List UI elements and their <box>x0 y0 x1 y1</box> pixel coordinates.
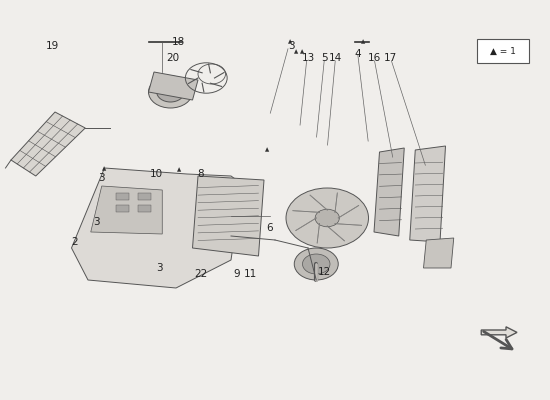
Text: 3: 3 <box>93 217 100 227</box>
Text: 20: 20 <box>167 53 180 63</box>
Text: 9: 9 <box>233 269 240 279</box>
Text: 2: 2 <box>71 237 78 247</box>
Text: ▲: ▲ <box>300 50 305 54</box>
Bar <box>138 193 151 200</box>
Polygon shape <box>91 186 162 234</box>
Circle shape <box>157 82 184 102</box>
FancyBboxPatch shape <box>477 39 529 63</box>
Text: 4: 4 <box>354 49 361 59</box>
Text: 14: 14 <box>329 53 342 63</box>
Text: 6: 6 <box>266 223 273 233</box>
Text: 10: 10 <box>150 169 163 179</box>
Polygon shape <box>148 72 198 100</box>
Text: 3: 3 <box>156 263 163 273</box>
Circle shape <box>302 254 330 274</box>
Text: ▲: ▲ <box>288 40 292 44</box>
Text: 8: 8 <box>197 169 204 179</box>
Text: ▲: ▲ <box>102 166 107 171</box>
Text: 3: 3 <box>288 41 295 51</box>
Text: 22: 22 <box>194 269 207 279</box>
Polygon shape <box>72 168 242 288</box>
Text: 3: 3 <box>98 173 105 183</box>
Polygon shape <box>374 148 404 236</box>
Text: 5: 5 <box>321 53 328 63</box>
Polygon shape <box>192 176 264 256</box>
Polygon shape <box>410 146 446 242</box>
Polygon shape <box>424 238 454 268</box>
Text: 12: 12 <box>318 267 331 277</box>
Text: 13: 13 <box>301 53 315 63</box>
Text: 18: 18 <box>172 37 185 47</box>
Text: ▲: ▲ <box>177 168 181 172</box>
Bar <box>116 193 129 200</box>
Text: 17: 17 <box>384 53 397 63</box>
Text: 11: 11 <box>244 269 257 279</box>
Circle shape <box>315 209 339 227</box>
Polygon shape <box>481 327 517 338</box>
Text: 19: 19 <box>46 41 59 51</box>
Text: ▲: ▲ <box>361 40 365 44</box>
Circle shape <box>148 76 192 108</box>
Circle shape <box>294 248 338 280</box>
Text: ▲: ▲ <box>294 50 298 54</box>
Circle shape <box>286 188 368 248</box>
Polygon shape <box>11 112 85 176</box>
Text: ▲: ▲ <box>265 148 269 152</box>
Bar <box>138 205 151 212</box>
Text: 16: 16 <box>367 53 381 63</box>
Bar <box>116 205 129 212</box>
Text: ▲ = 1: ▲ = 1 <box>490 46 516 56</box>
